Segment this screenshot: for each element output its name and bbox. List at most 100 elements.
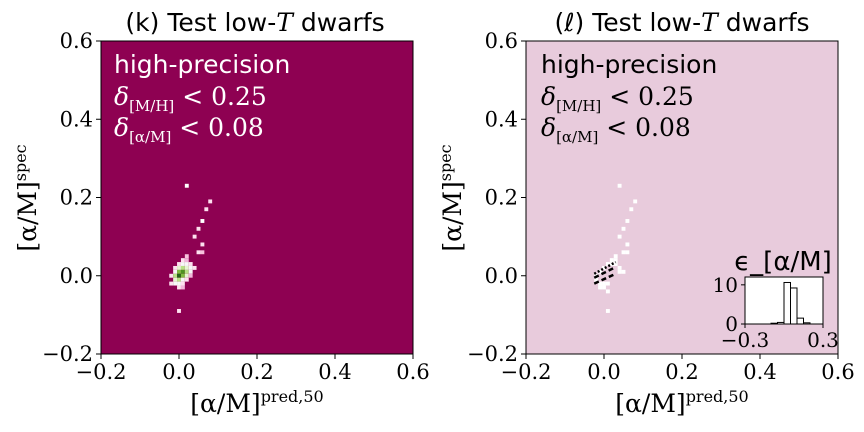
heatmap-cell xyxy=(184,254,189,259)
heatmap-cell xyxy=(200,242,205,247)
x-tick-label: −0.2 xyxy=(501,360,552,384)
heatmap-cell xyxy=(177,265,181,270)
heatmap-cell xyxy=(177,273,181,278)
heatmap-cell xyxy=(621,250,626,255)
x-tick-label: 0.0 xyxy=(587,360,620,384)
heatmap-cell xyxy=(180,258,185,263)
heatmap-cell xyxy=(177,277,181,282)
heatmap-cell xyxy=(613,262,618,266)
y-tick-label: −0.2 xyxy=(42,342,93,366)
x-tick-label: 0.6 xyxy=(396,360,429,384)
heatmap-cell xyxy=(633,199,638,204)
heatmap-cell xyxy=(609,258,614,263)
x-ticks: −0.2 0.0 0.2 0.4 0.6 xyxy=(76,354,430,384)
y-ticks: −0.2 0.0 0.2 0.4 0.6 xyxy=(467,29,526,366)
heatmap-cell xyxy=(621,226,626,231)
heatmap-cell xyxy=(173,269,178,274)
heatmap-cell xyxy=(617,183,622,188)
heatmap-cell xyxy=(605,262,610,266)
annotation-line-3: δ[α/M] < 0.08 xyxy=(541,113,691,146)
y-tick-label: 0.0 xyxy=(485,264,518,288)
panel-title: (k) Test low-T dwarfs xyxy=(125,8,384,37)
heatmap-cell xyxy=(184,273,189,278)
heatmap-cell xyxy=(617,234,622,239)
x-tick-label: 0.6 xyxy=(821,360,854,384)
heatmap-cell xyxy=(598,285,603,290)
inset-x-tick-label: −0.3 xyxy=(721,328,770,352)
y-tick-label: 0.0 xyxy=(60,264,93,288)
heatmap-cell xyxy=(188,262,193,266)
heatmap-cell xyxy=(177,269,181,274)
y-tick-label: 0.4 xyxy=(60,107,93,131)
annotation-text: high-precision δ[M/H] < 0.25 δ[α/M] < 0.… xyxy=(114,50,290,146)
heatmap-cell xyxy=(180,277,185,282)
heatmap-cell xyxy=(605,281,610,286)
panel-title: (ℓ) Test low-T dwarfs xyxy=(554,8,809,37)
heatmap-cell xyxy=(196,250,201,255)
inset-frame xyxy=(744,276,824,325)
annotation-text: high-precision δ[M/H] < 0.25 δ[α/M] < 0.… xyxy=(541,50,717,146)
heatmap-cell xyxy=(621,269,626,274)
heatmap-cell xyxy=(605,289,610,294)
x-tick-label: 0.4 xyxy=(743,360,776,384)
inset-y-tick-label: 10 xyxy=(713,273,738,297)
x-ticks: −0.2 0.0 0.2 0.4 0.6 xyxy=(501,354,855,384)
y-tick-label: 0.2 xyxy=(60,186,93,210)
heatmap-cell xyxy=(602,285,606,290)
heatmap-cell xyxy=(598,269,603,274)
heatmap-cell xyxy=(177,281,181,286)
heatmap-cell xyxy=(184,265,189,270)
heatmap-cell xyxy=(184,277,189,282)
heatmap-cell xyxy=(200,219,205,223)
heatmap-cell xyxy=(173,281,178,286)
y-tick-label: 0.6 xyxy=(60,29,93,53)
heatmap-cell xyxy=(188,265,193,270)
inset-bar xyxy=(796,317,804,325)
heatmap-cell xyxy=(184,183,189,188)
heatmap-cell xyxy=(192,265,197,270)
heatmap-cell xyxy=(204,207,209,212)
y-tick-label: 0.2 xyxy=(485,186,518,210)
heatmap-cell xyxy=(625,242,630,247)
contour-line xyxy=(593,272,617,285)
heatmap-cell xyxy=(594,277,599,282)
heatmap-cell xyxy=(173,277,178,282)
annotation-line-2: δ[M/H] < 0.25 xyxy=(114,82,267,115)
heatmap-cells xyxy=(169,183,213,313)
inset-histogram: ϵ_[α/M] −0.3 0.3 0 10 xyxy=(713,247,839,352)
heatmap-cell xyxy=(184,258,189,263)
heatmap-cell xyxy=(613,254,618,259)
x-tick-label: 0.2 xyxy=(240,360,273,384)
x-axis-label: [α/M]pred,50 xyxy=(615,387,748,418)
heatmap-cell xyxy=(169,281,174,286)
contour-line xyxy=(593,266,617,279)
heatmap-cell xyxy=(188,273,193,278)
heatmap-cell xyxy=(625,219,630,223)
inset-x-ticks: −0.3 0.3 xyxy=(721,324,839,352)
heatmap-cell xyxy=(605,309,610,313)
annotation-line-1: high-precision xyxy=(114,50,290,79)
panel-k: −0.2 0.0 0.2 0.4 0.6 −0.2 0.0 0.2 0.4 0.6 (k) Te… xyxy=(11,8,430,418)
heatmap-cell xyxy=(617,269,622,274)
heatmap-cell xyxy=(180,281,185,286)
inset-x-tick-label: 0.3 xyxy=(807,328,839,352)
y-tick-label: 0.4 xyxy=(485,107,518,131)
heatmap-cell xyxy=(177,262,181,266)
x-tick-label: 0.2 xyxy=(665,360,698,384)
heatmap-cell xyxy=(180,262,185,266)
heatmap-cell xyxy=(617,265,622,270)
heatmap-cell xyxy=(196,226,201,231)
heatmap-cell xyxy=(180,285,185,290)
panel-l: −0.2 0.0 0.2 0.4 0.6 −0.2 0.0 0.2 0.4 0.6 (ℓ) Te… xyxy=(436,8,855,418)
y-ticks: −0.2 0.0 0.2 0.4 0.6 xyxy=(42,29,101,366)
heatmap-cell xyxy=(169,273,174,278)
annotation-line-1: high-precision xyxy=(541,50,717,79)
heatmap-cell xyxy=(184,262,189,266)
heatmap-cell xyxy=(192,234,197,239)
heatmap-cell xyxy=(180,265,185,270)
heatmap-cell xyxy=(629,207,634,212)
y-tick-label: 0.6 xyxy=(485,29,518,53)
x-tick-label: 0.0 xyxy=(162,360,195,384)
heatmap-cell xyxy=(177,285,181,290)
